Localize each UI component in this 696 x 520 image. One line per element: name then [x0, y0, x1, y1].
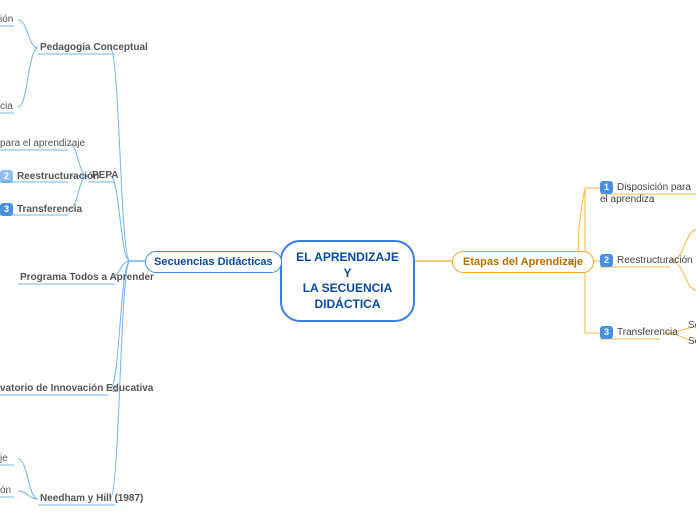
needham-sub-1: je: [0, 453, 8, 464]
pedagogia-sub-1: ión: [0, 14, 13, 25]
menu-icon[interactable]: ≡: [568, 256, 574, 268]
num-badge-pepa3: 3: [0, 203, 13, 216]
etapa-item-3[interactable]: 3 Transferencia: [600, 326, 678, 339]
needham-sub-2: ón: [0, 485, 11, 496]
etapa1-label: Disposición para el aprendiza: [600, 182, 691, 205]
pepa-sub2-label: Reestructuración: [17, 171, 99, 182]
left-item-vatorio[interactable]: vatorio de Innovación Educativa: [0, 383, 153, 394]
center-line3: DIDÁCTICA: [296, 297, 399, 313]
center-line2: LA SECUENCIA: [296, 281, 399, 297]
branch-secuencias-label: Secuencias Didácticas: [154, 256, 273, 268]
pepa-sub-1: para el aprendizaje: [0, 138, 85, 149]
pepa-sub-2[interactable]: 2 Reestructuración: [0, 170, 99, 183]
left-item-pedagogia[interactable]: Pedagogía Conceptual: [40, 42, 148, 53]
left-item-programa[interactable]: Programa Todos a Aprender: [20, 272, 154, 283]
pedagogia-sub-2: cia: [0, 101, 13, 112]
etapa-item-2[interactable]: 2 Reestructuración: [600, 254, 693, 267]
left-item-needham[interactable]: Needham y Hill (1987): [40, 493, 143, 504]
etapa3-label: Transferencia: [617, 327, 678, 338]
etapa3-sub-b: Se: [688, 336, 696, 347]
num-badge-pepa2: 2: [0, 170, 13, 183]
menu-icon[interactable]: ≡: [112, 384, 118, 396]
num-badge-1: 1: [600, 181, 613, 194]
pepa-sub3-label: Transferencia: [17, 204, 82, 215]
branch-etapas-label: Etapas del Aprendizaje: [463, 256, 583, 268]
branch-secuencias[interactable]: Secuencias Didácticas: [145, 251, 282, 273]
num-badge-2: 2: [600, 254, 613, 267]
center-line1: EL APRENDIZAJE Y: [296, 250, 399, 281]
pepa-sub-3[interactable]: 3 Transferencia: [0, 203, 82, 216]
etapa2-label: Reestructuración: [617, 255, 693, 266]
etapa-item-1[interactable]: 1Disposición para el aprendiza: [600, 181, 696, 205]
etapa3-sub-a: Se: [688, 320, 696, 331]
num-badge-3: 3: [600, 326, 613, 339]
center-topic[interactable]: EL APRENDIZAJE Y LA SECUENCIA DIDÁCTICA: [280, 240, 415, 322]
